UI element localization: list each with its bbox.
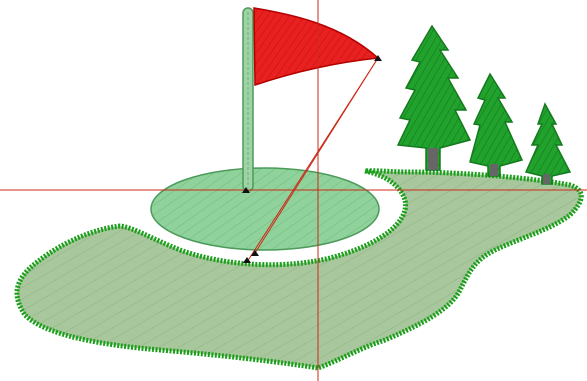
fairway[interactable] [14,168,584,371]
node-green-upper[interactable] [251,250,259,256]
tree-small[interactable] [524,102,572,185]
tree-medium[interactable] [469,72,524,177]
tree-large[interactable] [396,24,472,171]
node-flag-tip[interactable] [374,55,382,61]
flag[interactable] [253,7,380,87]
node-green-lower[interactable] [243,257,251,263]
node-pole-base[interactable] [242,187,250,193]
putting-green-shape [150,167,380,251]
edit-nodes[interactable] [242,55,382,263]
fairway-fill [14,168,584,371]
putting-green[interactable] [150,167,380,251]
flag-pole[interactable] [242,7,254,192]
